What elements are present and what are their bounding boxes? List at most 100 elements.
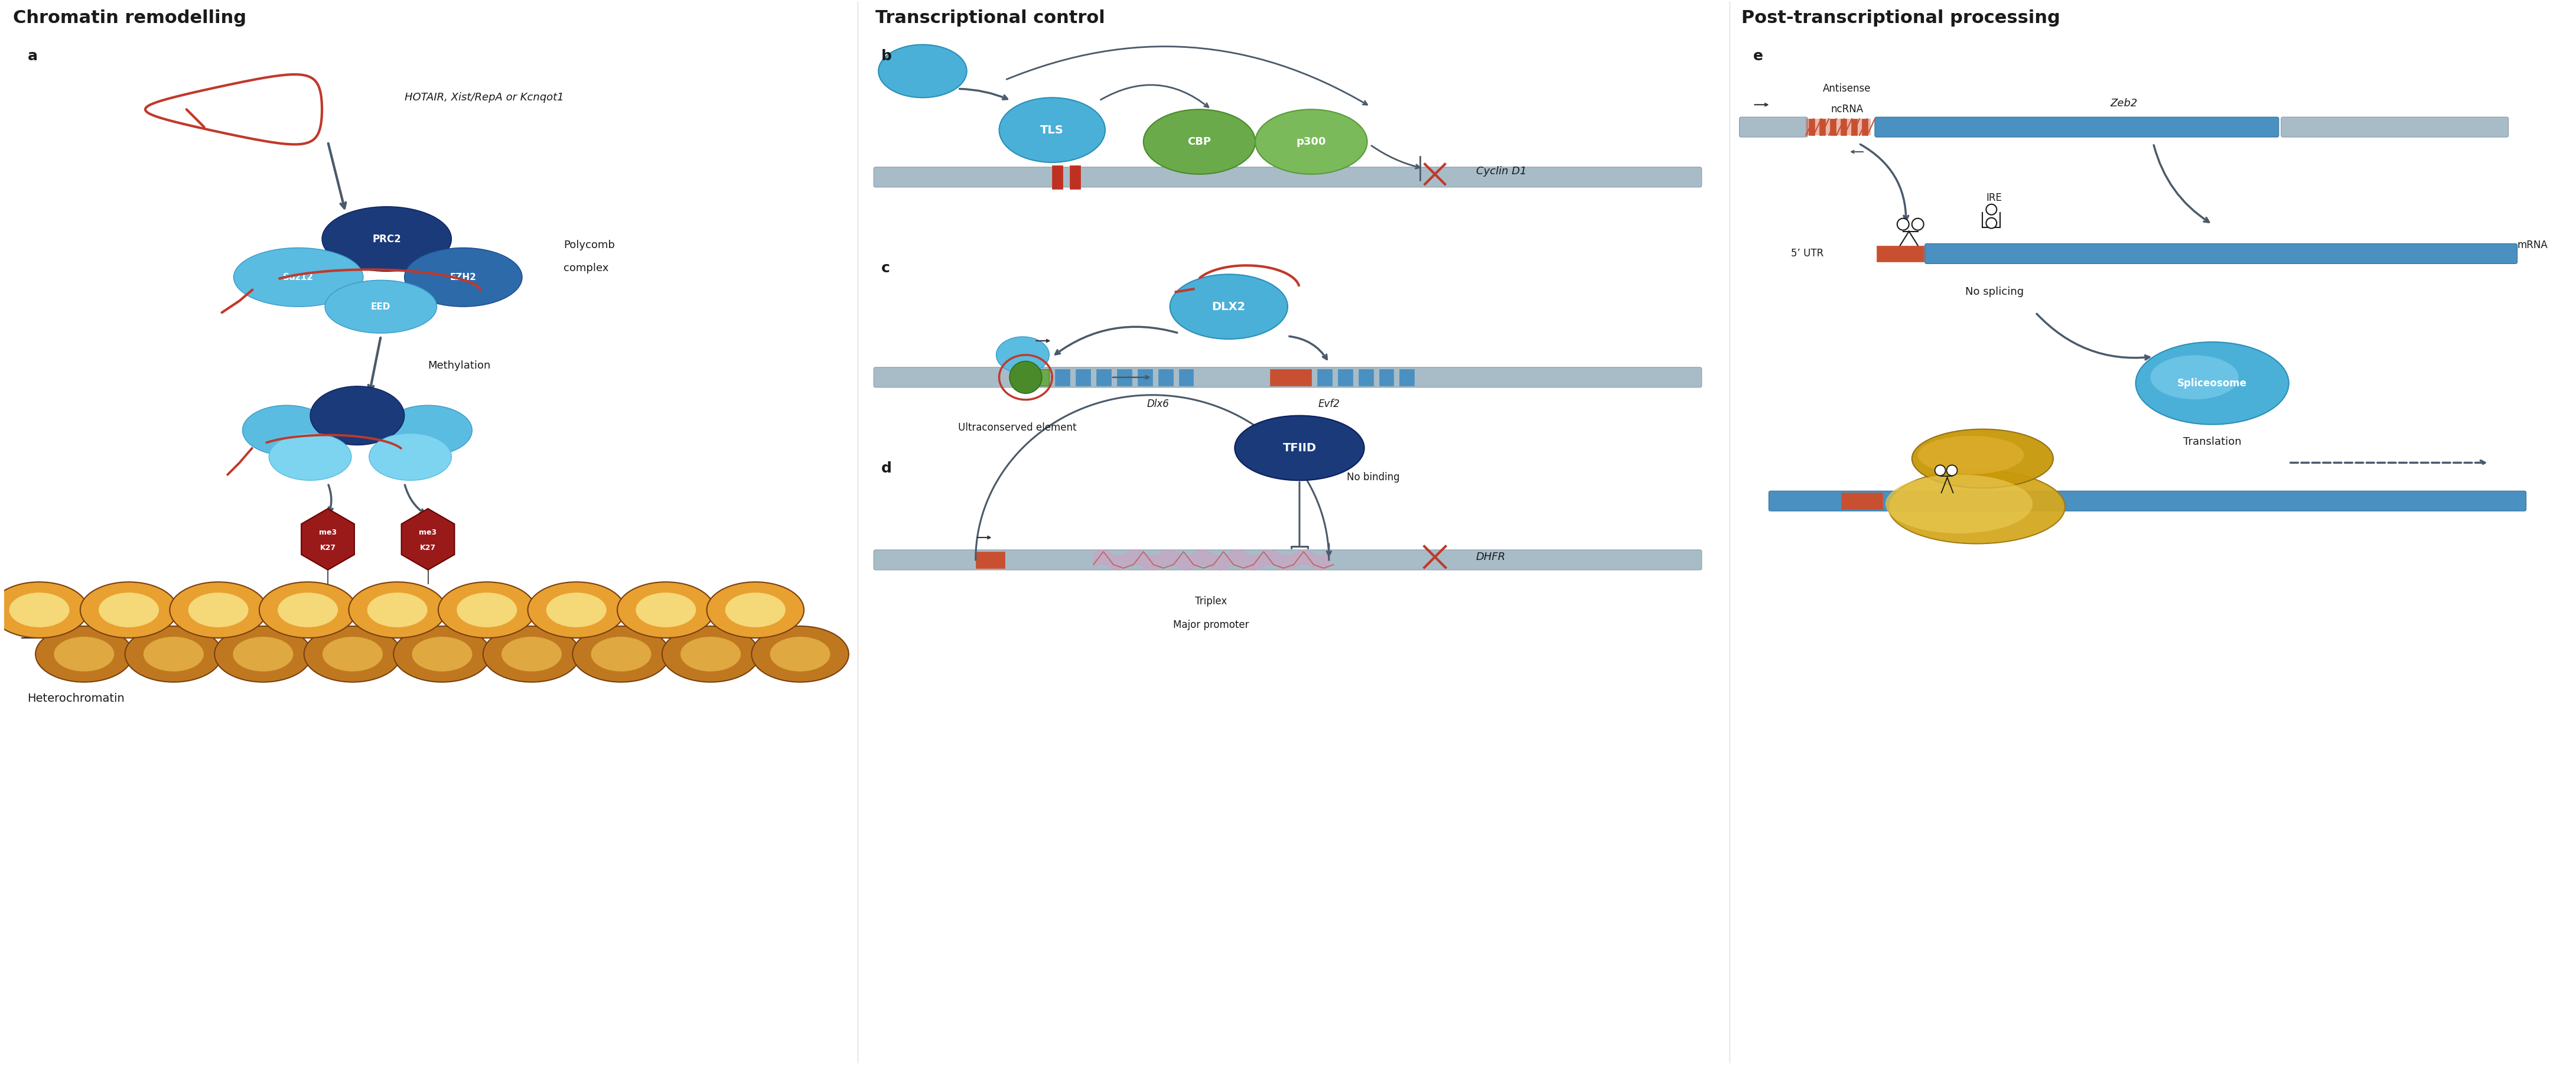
Ellipse shape — [1255, 110, 1368, 175]
Text: Heterochromatin: Heterochromatin — [28, 692, 124, 704]
Ellipse shape — [1170, 275, 1288, 339]
Ellipse shape — [98, 592, 160, 627]
Ellipse shape — [752, 626, 848, 682]
Text: TLS: TLS — [1041, 125, 1064, 135]
Text: Evf2: Evf2 — [1319, 398, 1340, 409]
Ellipse shape — [368, 433, 451, 480]
Ellipse shape — [546, 592, 605, 627]
Text: EZH2: EZH2 — [451, 273, 477, 281]
Bar — [1180, 370, 1193, 386]
Ellipse shape — [590, 637, 652, 671]
Text: ncRNA: ncRNA — [1832, 104, 1862, 115]
Ellipse shape — [636, 592, 696, 627]
Text: EED: EED — [371, 302, 392, 311]
Text: e: e — [1752, 49, 1762, 64]
Ellipse shape — [36, 626, 131, 682]
Bar — [1118, 370, 1131, 386]
Ellipse shape — [1144, 110, 1255, 175]
Text: Translation: Translation — [2182, 437, 2241, 447]
Ellipse shape — [214, 626, 312, 682]
Ellipse shape — [1010, 361, 1041, 394]
Ellipse shape — [999, 98, 1105, 162]
Ellipse shape — [278, 592, 337, 627]
Bar — [1051, 165, 1064, 189]
Text: Methylation: Methylation — [428, 360, 492, 371]
Ellipse shape — [997, 337, 1048, 373]
Text: IRE: IRE — [1986, 193, 2002, 203]
Bar — [1018, 370, 1048, 386]
FancyBboxPatch shape — [873, 167, 1703, 187]
Ellipse shape — [528, 581, 626, 638]
FancyBboxPatch shape — [1739, 117, 1808, 137]
Text: CBP: CBP — [1188, 136, 1211, 147]
Ellipse shape — [309, 387, 404, 445]
Ellipse shape — [80, 581, 178, 638]
Ellipse shape — [1986, 217, 1996, 228]
Ellipse shape — [572, 626, 670, 682]
Ellipse shape — [412, 637, 471, 671]
Ellipse shape — [54, 637, 113, 671]
Bar — [1862, 119, 1868, 135]
Text: me3: me3 — [420, 528, 438, 536]
Ellipse shape — [1986, 204, 1996, 215]
Ellipse shape — [242, 406, 330, 456]
Text: No binding: No binding — [1347, 472, 1399, 482]
Text: Polycomb: Polycomb — [564, 240, 616, 250]
Ellipse shape — [1911, 218, 1924, 230]
Ellipse shape — [348, 581, 446, 638]
Text: p300: p300 — [1296, 136, 1327, 147]
Text: HOTAIR, Xist/RepA or Kcnqot1: HOTAIR, Xist/RepA or Kcnqot1 — [404, 93, 564, 103]
Ellipse shape — [304, 626, 402, 682]
Bar — [1852, 119, 1857, 135]
Text: Antisense: Antisense — [1824, 83, 1870, 94]
Text: a: a — [28, 49, 39, 64]
Text: DLX2: DLX2 — [1211, 301, 1247, 312]
Bar — [1159, 370, 1172, 386]
Ellipse shape — [502, 637, 562, 671]
Text: K27: K27 — [420, 544, 435, 552]
Ellipse shape — [438, 581, 536, 638]
Text: Transcriptional control: Transcriptional control — [876, 10, 1105, 27]
Bar — [1842, 119, 1847, 135]
Text: Major promoter: Major promoter — [1172, 620, 1249, 630]
Bar — [1069, 165, 1079, 189]
Text: d: d — [881, 461, 891, 476]
Text: Suz12: Suz12 — [283, 273, 314, 281]
Bar — [1829, 119, 1837, 135]
Ellipse shape — [384, 406, 471, 456]
Text: Ultraconserved element: Ultraconserved element — [958, 422, 1077, 432]
Ellipse shape — [680, 637, 742, 671]
Ellipse shape — [1917, 436, 2025, 474]
Ellipse shape — [484, 626, 580, 682]
Ellipse shape — [2151, 356, 2239, 399]
Text: complex: complex — [564, 263, 608, 274]
Bar — [1097, 370, 1110, 386]
FancyBboxPatch shape — [1770, 491, 2527, 511]
Ellipse shape — [144, 637, 204, 671]
Text: me3: me3 — [319, 528, 337, 536]
FancyBboxPatch shape — [1924, 244, 2517, 264]
Text: Chromatin remodelling: Chromatin remodelling — [13, 10, 247, 27]
Bar — [1806, 119, 1870, 135]
Ellipse shape — [1234, 415, 1365, 480]
Ellipse shape — [1947, 465, 1958, 476]
Ellipse shape — [322, 637, 384, 671]
Ellipse shape — [404, 248, 523, 307]
Bar — [1399, 370, 1414, 386]
Ellipse shape — [706, 581, 804, 638]
Ellipse shape — [232, 637, 294, 671]
Ellipse shape — [394, 626, 489, 682]
Bar — [976, 552, 1005, 568]
Ellipse shape — [10, 592, 70, 627]
Text: No splicing: No splicing — [1965, 286, 2025, 297]
Ellipse shape — [325, 280, 438, 333]
Ellipse shape — [126, 626, 222, 682]
Text: Triplex: Triplex — [1195, 595, 1226, 606]
Bar — [1808, 119, 1814, 135]
Bar — [1316, 370, 1332, 386]
FancyBboxPatch shape — [873, 367, 1703, 388]
Bar — [1337, 370, 1352, 386]
Text: K27: K27 — [319, 544, 335, 552]
Text: Cyclin D1: Cyclin D1 — [1476, 166, 1528, 177]
Ellipse shape — [662, 626, 760, 682]
